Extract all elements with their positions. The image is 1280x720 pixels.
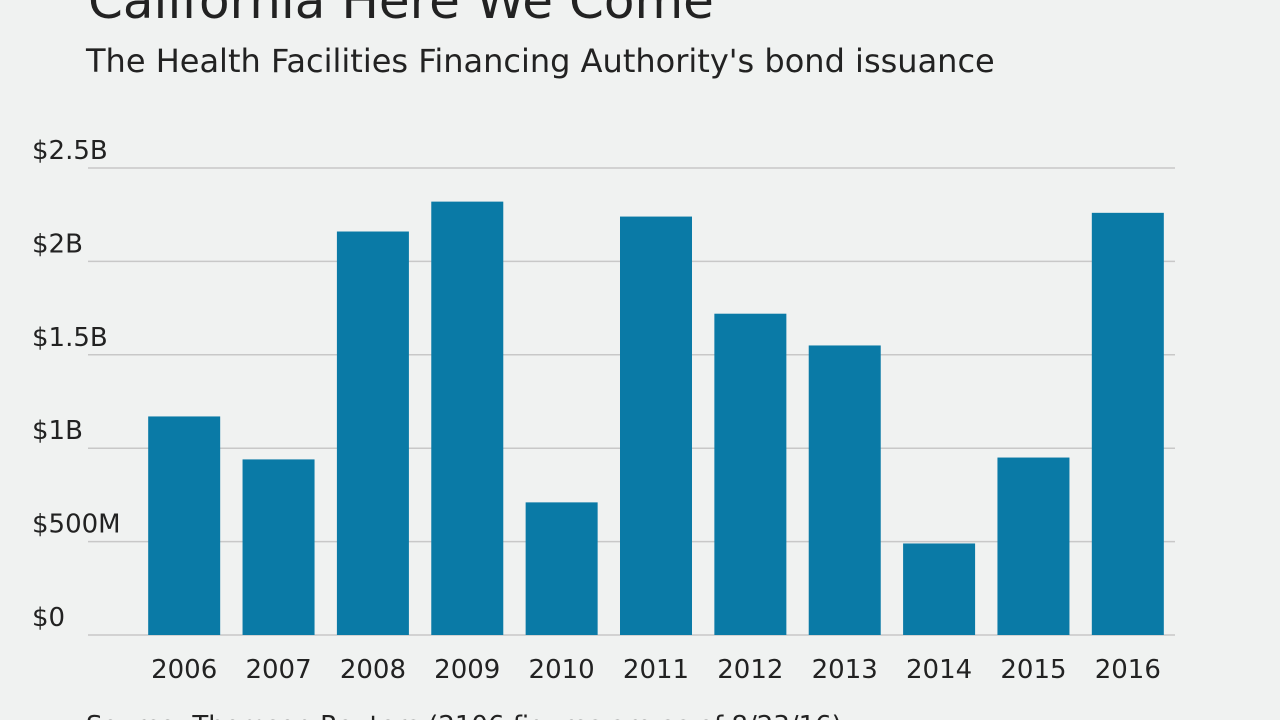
x-tick-label: 2010 <box>529 655 595 685</box>
y-tick-label: $1.5B <box>32 323 108 353</box>
bar <box>714 313 787 635</box>
bar <box>431 201 504 635</box>
bar <box>148 416 221 635</box>
bar <box>997 457 1070 635</box>
bar <box>1091 212 1164 635</box>
x-tick-label: 2009 <box>434 655 500 685</box>
x-tick-label: 2014 <box>906 655 972 685</box>
chart-title: California Here We Come <box>88 0 714 30</box>
bar <box>903 543 976 635</box>
bar <box>525 502 598 635</box>
bar <box>808 345 881 635</box>
y-tick-label: $500M <box>32 510 121 540</box>
x-tick-label: 2016 <box>1095 655 1161 685</box>
bar <box>242 459 315 635</box>
x-tick-label: 2008 <box>340 655 406 685</box>
bar <box>336 231 409 635</box>
y-tick-label: $2B <box>32 229 83 259</box>
x-tick-label: 2015 <box>1000 655 1066 685</box>
chart-subtitle: The Health Facilities Financing Authorit… <box>85 42 995 80</box>
x-tick-label: 2007 <box>245 655 311 685</box>
x-tick-label: 2011 <box>623 655 689 685</box>
x-tick-label: 2006 <box>151 655 217 685</box>
x-tick-label: 2013 <box>812 655 878 685</box>
y-tick-label: $1B <box>32 416 83 446</box>
x-tick-label: 2012 <box>717 655 783 685</box>
y-tick-label: $0 <box>32 603 65 633</box>
y-tick-label: $2.5B <box>32 136 108 166</box>
bar <box>620 216 692 635</box>
chart-source: Source: Thomson Reuters (2106 figures ar… <box>86 711 842 720</box>
